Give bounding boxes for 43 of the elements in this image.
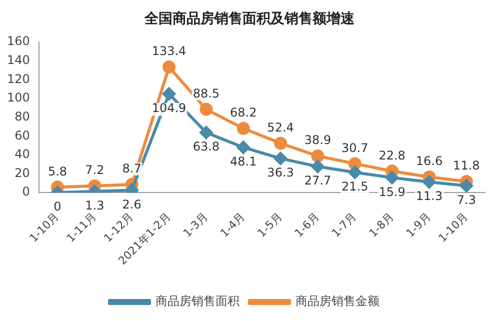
x-tick-label: 1-4月 [218, 210, 248, 240]
y-tick-label: 20 [14, 166, 30, 180]
x-tick-label: 1-5月 [255, 210, 285, 240]
data-label: 104.9 [152, 100, 186, 115]
y-tick-label: 160 [7, 34, 30, 48]
y-tick-label: 40 [14, 147, 30, 162]
y-tick-label: 0 [22, 184, 30, 199]
data-label: 11.3 [416, 189, 443, 204]
data-label: 27.7 [304, 174, 332, 188]
data-label: 36.3 [267, 166, 294, 180]
data-label: 2.6 [122, 197, 142, 212]
data-label: 7.3 [456, 192, 476, 207]
data-label: 7.2 [85, 162, 104, 177]
x-tick-label: 1-8月 [366, 210, 396, 240]
data-label: 1.3 [85, 198, 104, 213]
data-label: 11.8 [453, 158, 480, 173]
legend-label: 商品房销售面积 [156, 294, 240, 308]
x-tick-label: 1-3月 [180, 210, 210, 240]
data-label: 5.8 [48, 164, 68, 178]
data-label: 16.6 [416, 154, 443, 168]
data-label: 30.7 [342, 140, 368, 155]
data-label: 21.5 [342, 180, 368, 194]
y-tick-label: 60 [14, 128, 30, 142]
data-label: 15.9 [378, 184, 406, 199]
data-label: 8.7 [122, 162, 142, 176]
data-label: 88.5 [192, 86, 220, 100]
data-label: 133.4 [152, 44, 186, 58]
data-label: 63.8 [192, 140, 220, 154]
y-tick-label: 120 [7, 72, 30, 86]
data-label: 0 [54, 200, 62, 214]
data-label: 38.9 [304, 133, 332, 148]
data-label: 68.2 [230, 106, 257, 120]
y-tick-label: 80 [14, 109, 30, 124]
y-tick-label: 100 [7, 90, 30, 105]
data-label: 48.1 [230, 154, 257, 168]
x-tick-label: 1-6月 [292, 210, 322, 240]
x-tick-label: 1-7月 [329, 210, 360, 240]
x-tick-label: 1-9月 [404, 210, 434, 240]
data-label: 52.4 [267, 120, 294, 134]
y-tick-label: 140 [7, 52, 30, 67]
chart-title: 全国商品房销售面积及销售额增速 [144, 10, 356, 28]
data-label: 22.8 [378, 148, 406, 162]
legend-label: 商品房销售金额 [296, 294, 380, 308]
